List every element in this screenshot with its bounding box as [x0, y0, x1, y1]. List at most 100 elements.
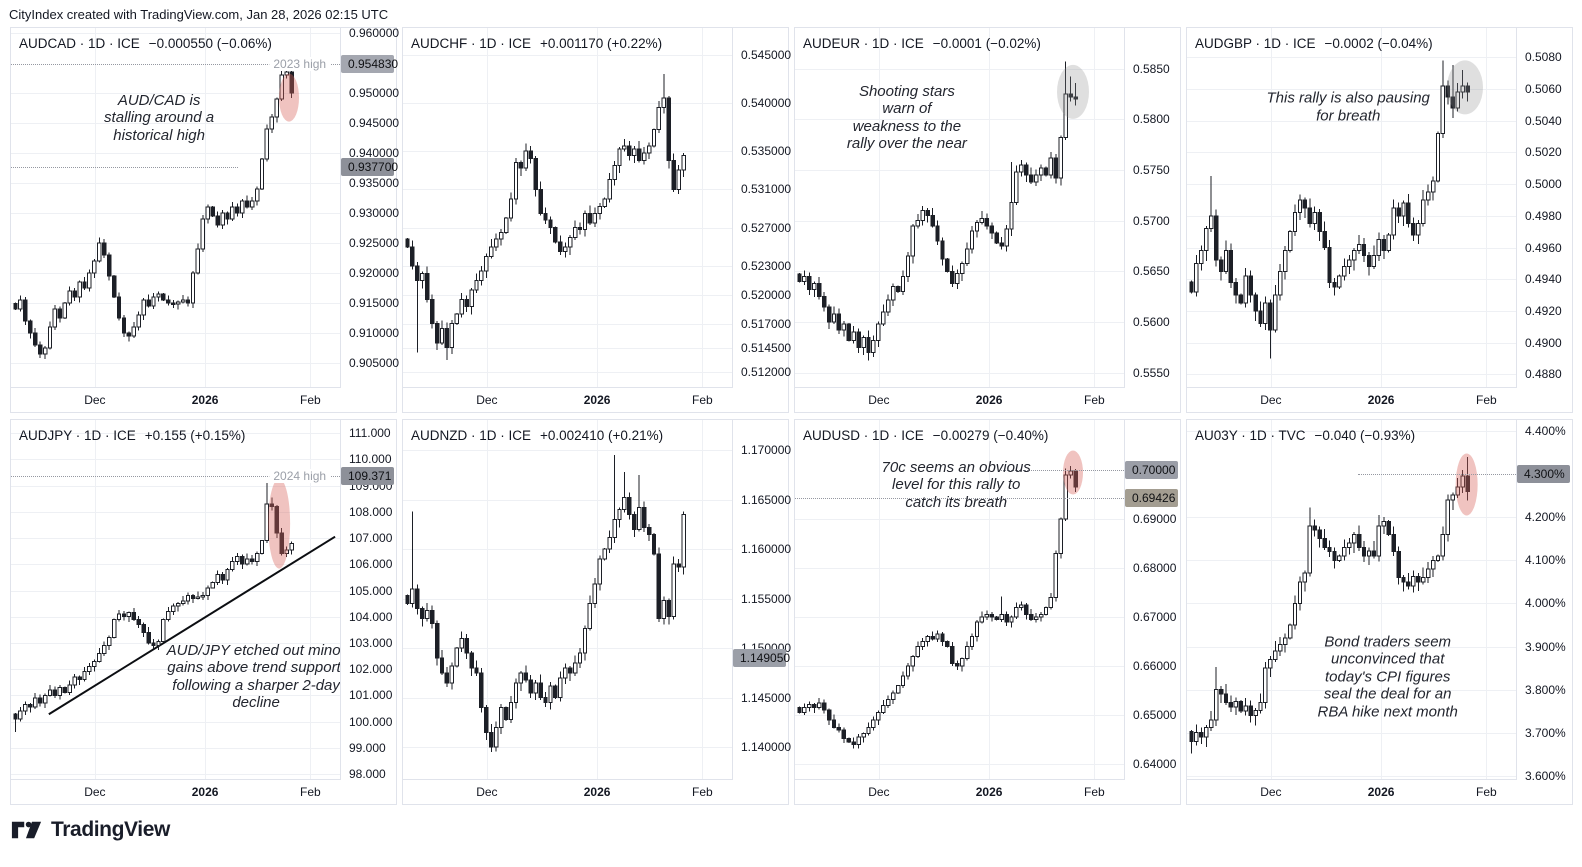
- axis-corner: [1124, 780, 1181, 805]
- tradingview-brand-text: TradingView: [51, 818, 170, 841]
- annotation-line: for breath: [1316, 107, 1381, 124]
- h-gridline: [1187, 310, 1516, 312]
- h-gridline: [795, 666, 1124, 668]
- plot-area: AUDGBP · 1D · ICE −0.0002 (−0.04%) This ra…: [1186, 27, 1517, 388]
- price-axis: 0.70000 0.69426 0.69000 0.68000 0.67000 0.660…: [1125, 419, 1181, 780]
- price-badge: 0.954830: [341, 54, 398, 73]
- v-gridline: [205, 420, 207, 779]
- v-gridline: [310, 420, 312, 779]
- x-axis-label: Dec: [1260, 785, 1282, 799]
- y-axis-label: 0.5080: [1525, 50, 1562, 65]
- v-gridline: [486, 28, 488, 387]
- v-gridline: [989, 28, 991, 387]
- h-gridline: [795, 119, 1124, 121]
- h-gridline: [11, 695, 340, 697]
- annotation-line: decline: [232, 694, 280, 712]
- y-axis-label: 1.160000: [741, 542, 792, 557]
- chart-change: +0.155 (+0.15%): [144, 428, 246, 443]
- x-axis-label: Feb: [692, 785, 713, 799]
- x-axis-label: 2026: [191, 393, 219, 407]
- chart-title: AUDUSD · 1D · ICE −0.00279 (−0.40%): [803, 428, 1048, 443]
- x-axis-label: Feb: [300, 393, 321, 407]
- candlestick-canvas: [1189, 60, 1484, 359]
- y-axis-label: 0.5700: [1133, 213, 1170, 228]
- plot-area: AU03Y · 1D · TVC −0.040 (−0.93%) Bond trad…: [1186, 419, 1517, 780]
- v-gridline: [1381, 420, 1383, 779]
- y-axis-label: 0.4900: [1525, 335, 1562, 350]
- h-gridline: [11, 747, 340, 749]
- annotation-line: following a sharper 2-day: [172, 676, 340, 694]
- price-badge: 1.149050: [733, 648, 790, 667]
- h-gridline: [11, 212, 340, 214]
- y-axis-label: 1.155000: [741, 591, 792, 606]
- annotation-line: Bond traders seem: [1324, 632, 1452, 650]
- annotation-line: historical high: [113, 126, 205, 144]
- y-axis-label: 0.940000: [349, 145, 400, 160]
- x-axis-label: Dec: [868, 393, 890, 407]
- h-gridline: [11, 485, 340, 487]
- h-gridline: [11, 333, 340, 334]
- h-gridline: [795, 715, 1124, 717]
- h-gridline: [795, 519, 1124, 521]
- chart-panel-audchf: AUDCHF · 1D · ICE +0.001170 (+0.22%) 0.545…: [402, 27, 792, 413]
- y-axis-label: 101.000: [349, 688, 393, 703]
- axis-corner: [1124, 388, 1181, 413]
- annotation-line: gains above trend support,: [167, 659, 341, 677]
- v-gridline: [94, 420, 96, 779]
- x-axis-label: 2026: [191, 785, 219, 799]
- chart-symbol: AUDEUR · 1D · ICE: [803, 36, 924, 51]
- x-axis-label: Feb: [692, 393, 713, 407]
- h-gridline: [403, 697, 732, 699]
- h-gridline: [403, 266, 732, 268]
- h-gridline: [403, 648, 732, 650]
- level-dotted-line: [11, 166, 238, 168]
- plot-area: AUDEUR · 1D · ICE −0.0001 (−0.02%) Shootin…: [794, 27, 1125, 388]
- chart-grid: 2023 high AUDCAD · 1D · ICE −0.000550 (−0.…: [10, 26, 1582, 805]
- chart-panel-audjpy: 2024 high AUDJPY · 1D · ICE +0.155 (+0.15%…: [10, 419, 397, 805]
- h-gridline: [795, 68, 1124, 70]
- v-gridline: [702, 28, 704, 387]
- y-axis-label: 0.5550: [1133, 365, 1170, 380]
- v-gridline: [94, 28, 96, 387]
- h-gridline: [11, 32, 340, 34]
- level-dotted-line: [795, 498, 1124, 500]
- y-axis-label: 0.5060: [1525, 82, 1562, 96]
- annotation-line: seal the deal for an: [1323, 685, 1452, 703]
- highlight-ellipse-red: [1455, 453, 1478, 516]
- h-gridline: [11, 564, 340, 566]
- annotation-line: unconvinced that: [1330, 650, 1445, 668]
- y-axis-label: 0.5750: [1133, 163, 1170, 177]
- annotation-line: AUD/CAD is: [117, 91, 201, 109]
- y-axis-label: 0.517000: [741, 316, 792, 331]
- candlestick-canvas: [797, 450, 1084, 749]
- chart-change: −0.0002 (−0.04%): [1324, 36, 1433, 51]
- price-axis: 0.954830 0.937700 0.960000 0.950000 0.945000…: [341, 26, 400, 388]
- h-gridline: [11, 669, 340, 671]
- y-axis-label: 103.000: [349, 635, 393, 650]
- candlestick-canvas: [1189, 453, 1478, 754]
- h-gridline: [11, 122, 340, 124]
- y-axis-label: 0.69000: [1133, 512, 1177, 527]
- chart-change: −0.0001 (−0.02%): [932, 36, 1041, 51]
- h-gridline: [11, 538, 340, 539]
- h-gridline: [403, 549, 732, 551]
- h-gridline: [795, 617, 1124, 619]
- h-gridline: [11, 616, 340, 618]
- v-gridline: [1270, 420, 1272, 779]
- v-gridline: [989, 420, 991, 779]
- h-gridline: [1187, 431, 1516, 432]
- chart-panel-au03y: AU03Y · 1D · TVC −0.040 (−0.93%) Bond trad…: [1186, 419, 1573, 805]
- h-gridline: [11, 433, 340, 435]
- h-gridline: [403, 450, 732, 452]
- axis-corner: [340, 388, 397, 413]
- chart-symbol: AUDNZD · 1D · ICE: [411, 428, 532, 443]
- y-axis-label: 0.5020: [1525, 145, 1562, 160]
- h-gridline: [1187, 560, 1516, 562]
- annotation-note: Shooting stars warn of weakness to the rall…: [847, 83, 967, 153]
- h-gridline: [11, 774, 340, 775]
- h-gridline: [1187, 342, 1516, 344]
- annotation-line: stalling around a: [104, 109, 215, 127]
- x-axis-label: Dec: [84, 393, 106, 407]
- chart-change: −0.000550 (−0.06%): [148, 36, 272, 51]
- y-axis-label: 1.140000: [741, 740, 792, 755]
